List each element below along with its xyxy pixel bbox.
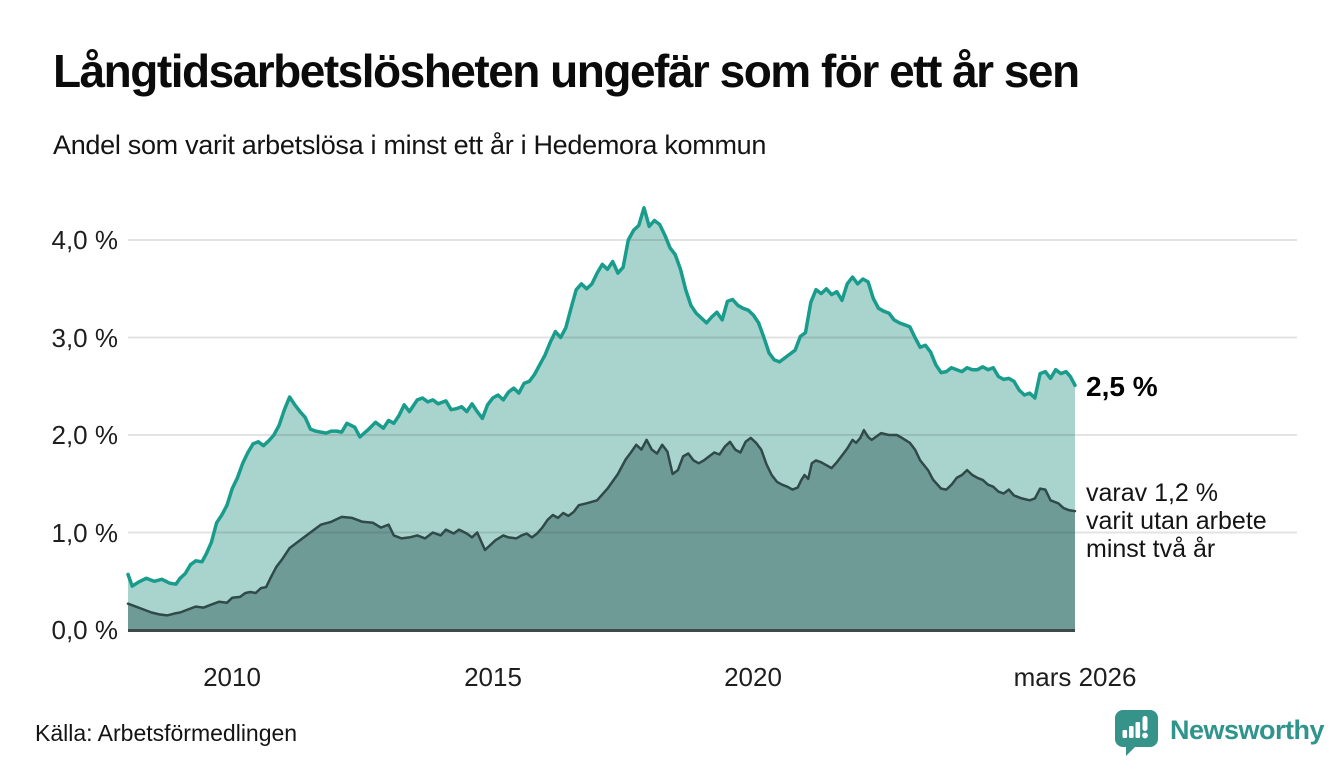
chart-lines: [126, 206, 1077, 617]
y-tick-label: 0,0 %: [51, 615, 119, 645]
chart-areas: [128, 207, 1075, 631]
x-tick-label: 2020: [724, 662, 782, 692]
x-tick-label: 2015: [464, 662, 522, 692]
newsworthy-bubble-chart-icon: [1115, 710, 1158, 756]
y-tick-label: 3,0 %: [51, 322, 119, 353]
chart-gridlines: [128, 239, 1297, 534]
y-tick-label: 2,0 %: [51, 420, 119, 450]
page-title: Långtidsarbetslösheten ungefär som för e…: [53, 45, 1080, 97]
end-label-primary: 2,5 %: [1086, 371, 1158, 402]
x-tick-label: mars 2026: [1013, 662, 1137, 692]
line-series-1: [126, 428, 1077, 617]
newsworthy-logo: Newsworthy: [1112, 708, 1325, 758]
line-series-0: [126, 206, 1077, 588]
newsworthy-wordmark: Newsworthy: [1170, 715, 1325, 745]
end-label-secondary: varav 1,2 % varit utan arbete minst två …: [1086, 479, 1267, 563]
chart-subtitle: Andel som varit arbetslösa i minst ett å…: [53, 130, 767, 160]
source-note: Källa: Arbetsförmedlingen: [35, 720, 298, 746]
x-tick-label: 2010: [203, 662, 261, 692]
area-series-1: [128, 430, 1075, 630]
y-tick-label: 1,0 %: [51, 517, 119, 548]
y-tick-label: 4,0 %: [51, 225, 119, 255]
